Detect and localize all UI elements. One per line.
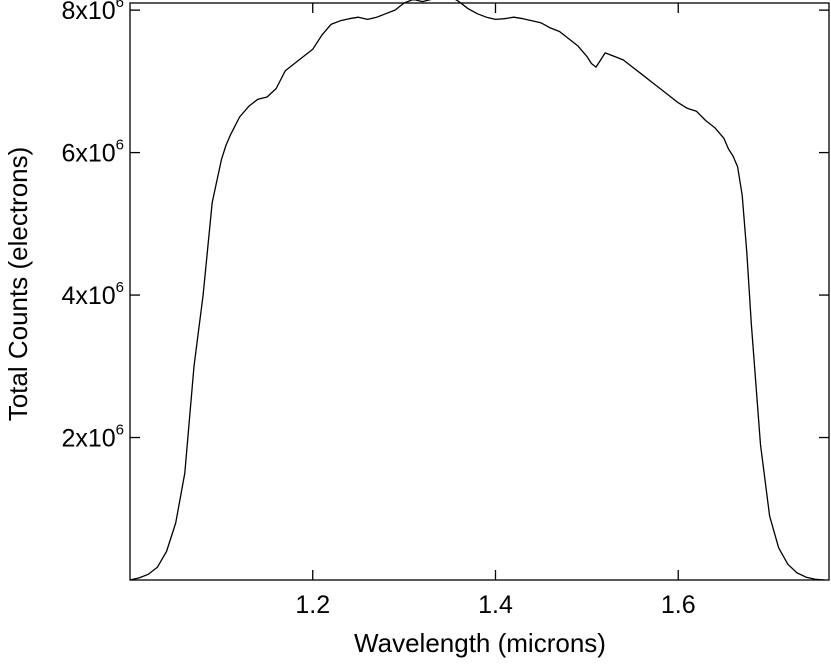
y-tick-label: 4x106 bbox=[61, 279, 124, 310]
y-tick-label: 6x106 bbox=[61, 137, 124, 168]
y-axis-ticks: 2x106 4x106 6x106 8x106 bbox=[61, 0, 829, 453]
x-axis-title: Wavelength (microns) bbox=[354, 628, 606, 658]
x-axis-ticks: 1.2 1.4 1.6 bbox=[295, 3, 696, 619]
y-axis-title: Total Counts (electrons) bbox=[3, 147, 33, 422]
x-tick-label: 1.6 bbox=[661, 591, 696, 619]
x-tick-label: 1.2 bbox=[295, 591, 330, 619]
x-tick-label: 1.4 bbox=[478, 591, 513, 619]
series-line bbox=[129, 0, 825, 581]
plot-frame bbox=[129, 2, 830, 581]
y-tick-label: 8x106 bbox=[61, 0, 124, 25]
y-tick-label: 2x106 bbox=[61, 422, 124, 453]
